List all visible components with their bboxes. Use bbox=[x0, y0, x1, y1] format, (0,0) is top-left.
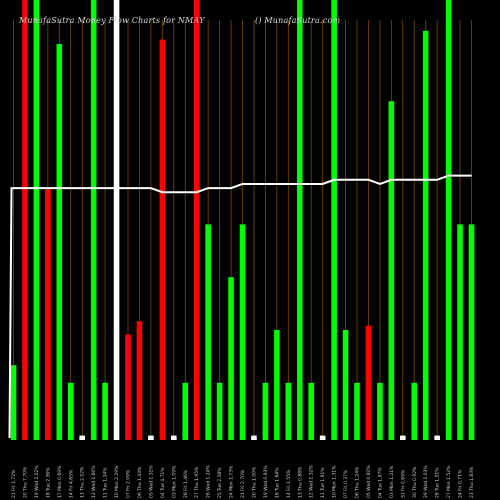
money-flow-bar bbox=[79, 435, 85, 440]
x-tick-label: 24 Mon 1.73% bbox=[229, 465, 235, 498]
money-flow-bar bbox=[216, 382, 223, 440]
x-tick-label: 05 Wed 1.31% bbox=[148, 465, 154, 498]
money-flow-bar bbox=[205, 224, 211, 440]
money-flow-bar bbox=[274, 330, 280, 440]
x-tick-label: 14 Fri 4.65% bbox=[68, 469, 74, 498]
x-tick-label: 12 Wed 1.60% bbox=[91, 465, 97, 498]
money-flow-bar bbox=[45, 189, 51, 440]
x-tick-label: 28 Fri 1.46% bbox=[183, 469, 189, 498]
money-flow-bar bbox=[159, 39, 166, 440]
money-flow-bar bbox=[171, 435, 177, 440]
money-flow-bar bbox=[67, 382, 74, 440]
money-flow-bar bbox=[411, 382, 418, 440]
x-tick-label: 11 Tue 1.91% bbox=[320, 467, 326, 498]
x-tick-label: 19 Wed 0.93% bbox=[263, 465, 269, 498]
x-tick-label: 11 Tue 1.34% bbox=[103, 467, 109, 498]
money-flow-bar bbox=[136, 321, 143, 440]
money-flow-bar bbox=[102, 382, 108, 440]
money-flow-bar bbox=[228, 277, 234, 440]
money-flow-bar bbox=[422, 30, 429, 441]
bars bbox=[10, 0, 475, 441]
money-flow-bar bbox=[342, 330, 349, 440]
money-flow-bar bbox=[251, 435, 257, 440]
x-tick-label: 18 Tue 1.64% bbox=[274, 467, 280, 498]
x-tick-label: 21 Fri 2.70% bbox=[240, 469, 246, 498]
money-flow-bar bbox=[388, 101, 395, 440]
x-tick-label: 03 Mon 1.21% bbox=[389, 465, 395, 498]
money-flow-bar bbox=[125, 334, 131, 440]
money-flow-bar bbox=[22, 0, 28, 440]
money-flow-bar bbox=[182, 382, 189, 440]
x-tick-label: 03 Mon 1.09% bbox=[171, 465, 177, 498]
money-flow-bar bbox=[331, 0, 337, 440]
money-flow-bar bbox=[56, 44, 63, 440]
x-tick-label: 07 Fri 0.37% bbox=[343, 469, 349, 498]
x-tick-label: 23 Thu 1.83% bbox=[469, 466, 475, 498]
x-tick-label: 06 Thu 1.24% bbox=[355, 466, 361, 498]
x-tick-label: 05 Wed 0.82% bbox=[366, 465, 372, 498]
x-tick-label: 18 Tue 2.36% bbox=[45, 467, 51, 498]
x-tick-label: 13 Thu 2.02% bbox=[80, 466, 86, 498]
x-tick-label: 28 Tue 1.51% bbox=[435, 467, 441, 498]
x-tick-label: 04 Tue 1.97% bbox=[377, 467, 383, 498]
x-tick-label: 19 Wed 2.02% bbox=[34, 465, 40, 498]
money-flow-bar bbox=[10, 365, 17, 440]
money-flow-bar bbox=[296, 0, 303, 440]
money-flow-bar bbox=[239, 224, 246, 440]
x-tick-label: 27 Mon 1.52% bbox=[446, 465, 452, 498]
x-tick-label: 10 Mon 2.29% bbox=[114, 465, 120, 498]
money-flow-bar bbox=[262, 382, 269, 440]
money-flow-bar bbox=[365, 325, 372, 440]
x-tick-labels: 21 Fri 1.72% 20 Thu 7.70% 19 Wed 2.02% 18 T… bbox=[11, 465, 475, 498]
money-flow-bar bbox=[148, 435, 154, 440]
money-flow-bar bbox=[434, 435, 440, 440]
price-line bbox=[8, 174, 472, 439]
money-flow-bar bbox=[113, 0, 120, 440]
x-tick-label: 04 Tue 4.71% bbox=[160, 467, 166, 498]
x-tick-label: 31 Fri 0.69% bbox=[400, 469, 406, 498]
x-tick-label: 26 Wed 1.24% bbox=[206, 465, 212, 498]
x-tick-label: 27 Thu 1.95% bbox=[194, 466, 200, 498]
money-flow-bar bbox=[445, 0, 452, 440]
money-flow-bar bbox=[285, 382, 292, 440]
x-tick-label: 24 Fri 0.71% bbox=[458, 469, 464, 498]
x-tick-label: 30 Thu 0.92% bbox=[412, 466, 418, 498]
money-flow-bar bbox=[400, 435, 406, 440]
money-flow-bar bbox=[319, 435, 326, 440]
money-flow-bar bbox=[377, 382, 383, 440]
x-tick-label: 10 Mon 1.31% bbox=[332, 465, 338, 498]
money-flow-bar bbox=[33, 0, 40, 440]
money-flow-bar bbox=[193, 0, 200, 440]
x-tick-label: 14 Fri 1.55% bbox=[286, 469, 292, 498]
money-flow-bar bbox=[468, 224, 475, 440]
money-flow-bar bbox=[354, 382, 360, 440]
x-tick-label: 20 Thu 1.00% bbox=[251, 466, 257, 498]
x-tick-label: 17 Mon 0.69% bbox=[57, 465, 63, 498]
x-tick-label: 25 Tue 2.18% bbox=[217, 467, 223, 498]
site-credit: () MunafaSutra.com bbox=[255, 16, 341, 25]
money-flow-bar bbox=[457, 224, 463, 440]
x-tick-label: 21 Fri 1.72% bbox=[11, 469, 17, 498]
chart-title: MunafaSutra Money Flow Charts for NMAY bbox=[19, 16, 205, 25]
x-tick-label: 13 Thu 0.88% bbox=[297, 466, 303, 498]
money-flow-bar bbox=[90, 0, 97, 440]
x-tick-label: 06 Thu 1.44% bbox=[137, 466, 143, 498]
x-tick-label: 29 Wed 1.03% bbox=[423, 465, 429, 498]
x-tick-label: 07 Fri 2.09% bbox=[126, 469, 132, 498]
x-tick-label: 20 Thu 7.70% bbox=[22, 466, 28, 498]
x-tick-label: 12 Wed 1.32% bbox=[309, 465, 315, 498]
money-flow-bar bbox=[308, 382, 314, 440]
